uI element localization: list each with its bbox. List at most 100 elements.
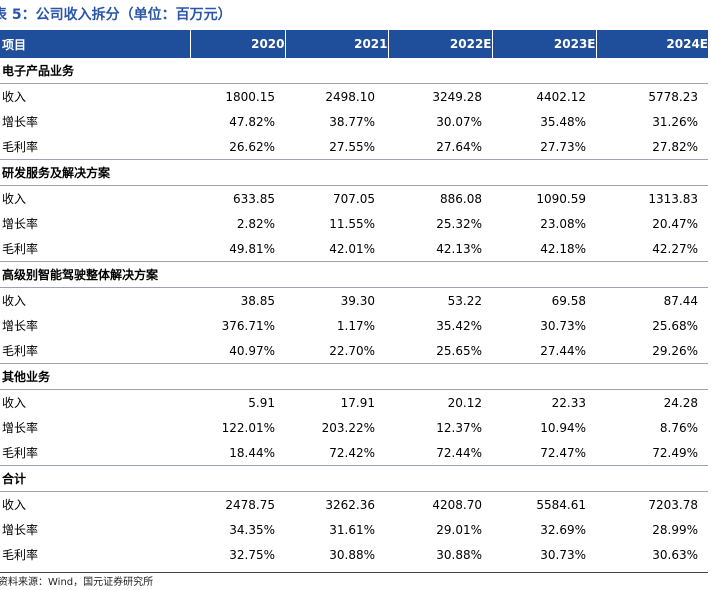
cell-value: 35.42% — [436, 318, 482, 333]
table-bottom-rule — [0, 572, 708, 573]
table-row: 收入 1800.15 2498.10 3249.28 4402.12 5778.23 — [0, 84, 708, 110]
section-title: 高级别智能驾驶整体解决方案 — [0, 261, 708, 288]
cell-value: 47.82% — [229, 114, 275, 129]
cell-value: 24.28 — [663, 395, 698, 410]
section-title: 其他业务 — [0, 363, 708, 390]
cell-value: 29.01% — [436, 522, 482, 537]
cell-value: 30.07% — [436, 114, 482, 129]
cell-value: 10.94% — [540, 420, 586, 435]
cell-value: 20.12 — [447, 395, 482, 410]
cell-value: 1.17% — [336, 318, 375, 333]
row-label: 毛利率 — [2, 548, 39, 562]
cell-value: 12.37% — [436, 420, 482, 435]
cell-value: 23.08% — [540, 216, 586, 231]
cell-value: 1090.59 — [536, 191, 586, 206]
cell-value: 1800.15 — [225, 89, 275, 104]
cell-value: 29.26% — [652, 343, 698, 358]
cell-value: 27.73% — [540, 139, 586, 154]
section-row: 合计 — [0, 465, 708, 492]
cell-value: 5778.23 — [648, 89, 698, 104]
header-item: 项目 — [0, 30, 191, 58]
row-label: 收入 — [2, 294, 27, 308]
cell-value: 42.18% — [540, 241, 586, 256]
row-label: 增长率 — [2, 217, 39, 231]
cell-value: 22.33 — [551, 395, 586, 410]
table-row: 增长率 34.35% 31.61% 29.01% 32.69% 28.99% — [0, 517, 708, 542]
row-label: 收入 — [2, 90, 27, 104]
table-header-row: 项目 2020 2021 2022E 2023E 2024E — [0, 30, 708, 58]
cell-value: 31.61% — [329, 522, 375, 537]
row-label: 收入 — [2, 192, 27, 206]
cell-value: 4402.12 — [536, 89, 586, 104]
cell-value: 5.91 — [248, 395, 275, 410]
cell-value: 376.71% — [221, 318, 275, 333]
cell-value: 122.01% — [221, 420, 275, 435]
cell-value: 26.62% — [229, 139, 275, 154]
cell-value: 30.88% — [436, 547, 482, 562]
cell-value: 25.65% — [436, 343, 482, 358]
table-title: 表 5：公司收入拆分（单位：百万元） — [0, 7, 232, 23]
section-row: 高级别智能驾驶整体解决方案 — [0, 261, 708, 288]
row-label: 毛利率 — [2, 242, 39, 256]
row-label: 收入 — [2, 396, 27, 410]
cell-value: 886.08 — [440, 191, 482, 206]
cell-value: 25.68% — [652, 318, 698, 333]
cell-value: 27.64% — [436, 139, 482, 154]
row-label: 增长率 — [2, 319, 39, 333]
row-label: 增长率 — [2, 523, 39, 537]
section-row: 其他业务 — [0, 363, 708, 390]
cell-value: 30.73% — [540, 318, 586, 333]
cell-value: 5584.61 — [536, 497, 586, 512]
cell-value: 27.44% — [540, 343, 586, 358]
cell-value: 633.85 — [233, 191, 275, 206]
cell-value: 2478.75 — [225, 497, 275, 512]
section-row: 研发服务及解决方案 — [0, 159, 708, 186]
header-year-2022e: 2022E — [388, 30, 493, 58]
cell-value: 11.55% — [329, 216, 375, 231]
row-label: 毛利率 — [2, 140, 39, 154]
cell-value: 7203.78 — [648, 497, 698, 512]
table-row: 收入 633.85 707.05 886.08 1090.59 1313.83 — [0, 186, 708, 212]
cell-value: 4208.70 — [432, 497, 482, 512]
cell-value: 2498.10 — [325, 89, 375, 104]
cell-value: 42.01% — [329, 241, 375, 256]
cell-value: 35.48% — [540, 114, 586, 129]
row-label: 增长率 — [2, 115, 39, 129]
cell-value: 17.91 — [340, 395, 375, 410]
cell-value: 72.47% — [540, 445, 586, 460]
section-row: 电子产品业务 — [0, 58, 708, 84]
table-row: 收入 5.91 17.91 20.12 22.33 24.28 — [0, 390, 708, 416]
table-row: 收入 2478.75 3262.36 4208.70 5584.61 7203.78 — [0, 492, 708, 518]
cell-value: 31.26% — [652, 114, 698, 129]
cell-value: 32.75% — [229, 547, 275, 562]
cell-value: 38.77% — [329, 114, 375, 129]
section-title: 研发服务及解决方案 — [0, 159, 708, 186]
cell-value: 30.73% — [540, 547, 586, 562]
cell-value: 34.35% — [229, 522, 275, 537]
cell-value: 30.88% — [329, 547, 375, 562]
cell-value: 3249.28 — [432, 89, 482, 104]
table-row: 收入 38.85 39.30 53.22 69.58 87.44 — [0, 288, 708, 314]
cell-value: 25.32% — [436, 216, 482, 231]
cell-value: 39.30 — [340, 293, 375, 308]
cell-value: 1313.83 — [648, 191, 698, 206]
cell-value: 3262.36 — [325, 497, 375, 512]
cell-value: 22.70% — [329, 343, 375, 358]
table-row: 毛利率 26.62% 27.55% 27.64% 27.73% 27.82% — [0, 134, 708, 160]
cell-value: 72.44% — [436, 445, 482, 460]
cell-value: 707.05 — [333, 191, 375, 206]
cell-value: 42.27% — [652, 241, 698, 256]
cell-value: 20.47% — [652, 216, 698, 231]
cell-value: 30.63% — [652, 547, 698, 562]
cell-value: 27.55% — [329, 139, 375, 154]
table-row: 增长率 122.01% 203.22% 12.37% 10.94% 8.76% — [0, 415, 708, 440]
cell-value: 28.99% — [652, 522, 698, 537]
header-year-2023e: 2023E — [492, 30, 597, 58]
row-label: 增长率 — [2, 421, 39, 435]
cell-value: 49.81% — [229, 241, 275, 256]
cell-value: 53.22 — [447, 293, 482, 308]
cell-value: 69.58 — [551, 293, 586, 308]
cell-value: 72.42% — [329, 445, 375, 460]
section-title: 合计 — [0, 465, 708, 492]
table-row: 毛利率 18.44% 72.42% 72.44% 72.47% 72.49% — [0, 440, 708, 466]
